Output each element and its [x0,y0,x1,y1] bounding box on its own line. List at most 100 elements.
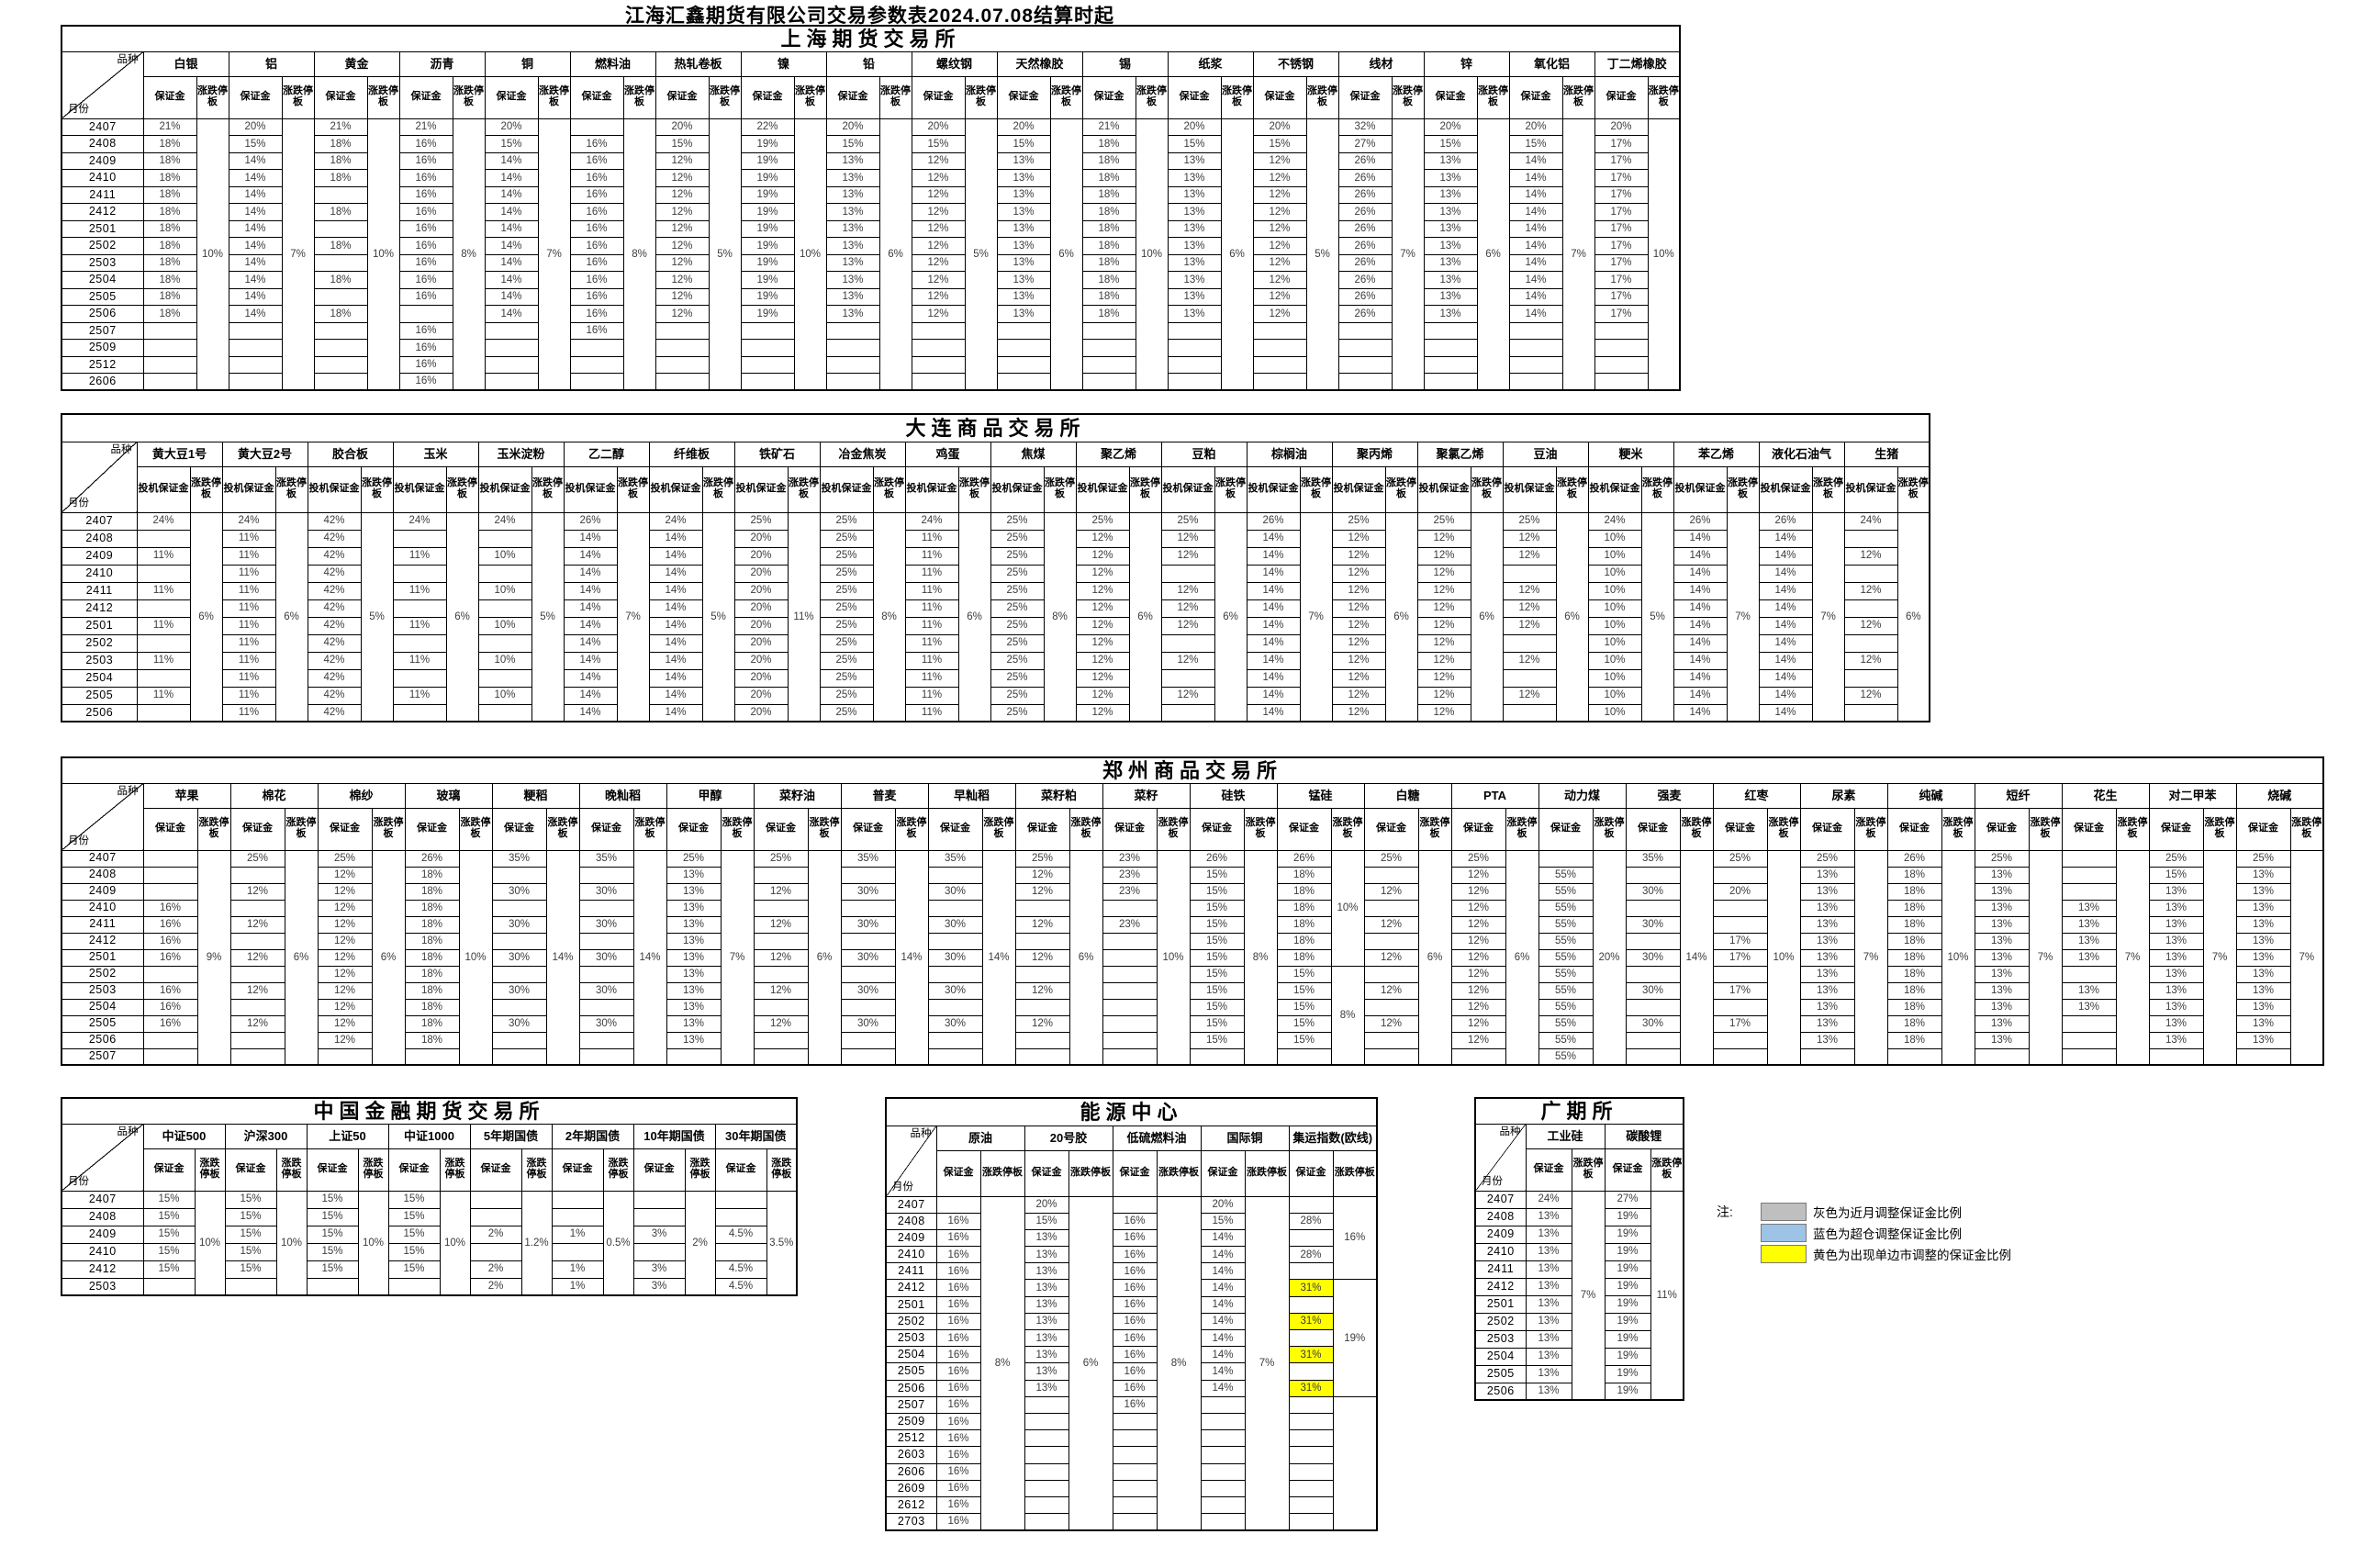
margin-cell: 14% [228,169,283,187]
product-header: 黄大豆1号 [136,441,223,467]
product-header: 动力煤 [1538,782,1627,809]
limit-header: 涨跌停板 [1043,465,1077,513]
limit-header: 涨跌停板 [1135,75,1169,119]
margin-cell: 18% [1081,271,1136,289]
product-header: 乙二醇 [563,441,650,467]
month-cell: 2407 [61,849,144,868]
margin-cell: 42% [307,633,362,653]
limit-cell: 8% [1043,511,1077,722]
product-header-row: 品种 月份 工业硅 碳酸锂 [1474,1123,1684,1192]
margin-cell [753,932,809,950]
month-cell: 2501 [885,1295,937,1314]
table-title-row: 大连商品交易所 [61,413,1930,442]
margin-cell: 35% [1625,849,1681,868]
margin-cell: 11% [221,564,276,583]
margin-cell: 13% [1167,185,1222,204]
table-row: 2507 16% 16% [885,1395,1378,1531]
margin-cell: 14% [228,305,283,323]
limit-header: 涨跌停板 [1068,1149,1113,1197]
margin-cell [477,633,532,653]
limit-header: 涨跌停板 [1726,465,1760,513]
month-cell: 2606 [61,373,144,391]
margin-cell: 13% [666,915,722,934]
margin-cell: 14% [1200,1246,1246,1264]
margin-cell: 13% [1024,1246,1069,1264]
product-header: 纯碱 [1886,782,1975,809]
margin-cell [825,321,880,340]
margin-cell: 13% [1423,271,1478,289]
corner-month-label: 月份 [1482,1176,1503,1188]
margin-cell: 12% [1160,651,1215,670]
margin-cell [477,529,532,548]
month-cell: 2501 [1474,1294,1527,1314]
margin-cell: 13% [2061,932,2117,950]
table-row: 2501 16% 13% 16% 14% [885,1295,1377,1314]
margin-cell: 12% [1252,237,1307,255]
month-cell: 2410 [1474,1242,1527,1261]
corner-cell: 品种 月份 [61,782,144,851]
margin-cell: 13% [2061,915,2117,934]
margin-cell: 16% [569,219,624,238]
month-cell: 2407 [61,118,144,136]
margin-header: 保证金 [2148,807,2204,851]
margin-cell [1288,1395,1334,1414]
limit-cell: 10% [1941,849,1975,1066]
margin-cell: 15% [1276,1014,1332,1033]
margin-cell: 24% [904,511,959,531]
margin-header: 保证金 [229,807,285,851]
margin-cell: 19% [740,169,795,187]
margin-cell: 16% [1112,1212,1158,1230]
margin-cell [142,339,197,357]
margin-cell: 23% [1102,849,1158,868]
margin-cell: 20% [733,633,789,653]
product-header: 纤维板 [648,441,735,467]
margin-header: 投机保证金 [1502,465,1557,513]
product-header: 锰硅 [1276,782,1365,809]
month-cell: 2703 [885,1513,937,1531]
margin-cell: 18% [313,169,368,187]
margin-cell: 13% [1974,948,2030,967]
margin-cell: 16% [935,1379,981,1397]
margin-cell: 15% [1423,135,1478,153]
margin-cell: 12% [1416,546,1471,566]
margin-cell: 10% [1587,616,1642,635]
margin-cell [740,373,795,391]
margin-cell: 13% [1974,882,2030,901]
margin-cell: 12% [911,185,966,204]
product-header: 早籼稻 [927,782,1016,809]
margin-cell: 12% [1160,599,1215,618]
margin-cell: 16% [935,1262,981,1281]
margin-header: 保证金 [1974,807,2030,851]
margin-cell: 30% [927,948,983,967]
margin-cell: 26% [1886,849,1942,868]
margin-cell: 30% [1625,915,1681,934]
margin-cell: 14% [1508,271,1563,289]
margin-cell: 12% [1416,668,1471,688]
margin-cell: 14% [1200,1328,1246,1348]
margin-cell: 13% [2235,948,2291,967]
margin-cell: 16% [142,1014,198,1033]
margin-cell [306,1277,359,1296]
margin-cell [1594,321,1649,340]
margin-cell [1843,599,1898,618]
margin-cell [632,1190,686,1209]
margin-header: 保证金 [306,1148,359,1192]
exchange-title: 上海期货交易所 [61,25,1681,52]
margin-cell [1288,1362,1334,1381]
margin-header: 保证金 [911,75,966,119]
limit-header: 涨跌停板 [1391,75,1425,119]
margin-cell: 16% [1112,1362,1158,1381]
product-header: 中证500 [142,1123,226,1149]
grey-swatch-icon [1761,1202,1807,1221]
margin-cell: 13% [666,1031,722,1049]
limit-cell: 20% [1592,849,1627,1066]
product-header: 黄金 [313,50,400,77]
margin-cell [1276,1047,1332,1066]
margin-cell [1363,899,1419,917]
margin-cell: 12% [753,948,809,967]
margin-cell [1112,1495,1158,1515]
margin-cell [996,321,1051,340]
margin-cell: 25% [990,616,1045,635]
margin-cell [927,1047,983,1066]
margin-cell: 16% [935,1328,981,1348]
